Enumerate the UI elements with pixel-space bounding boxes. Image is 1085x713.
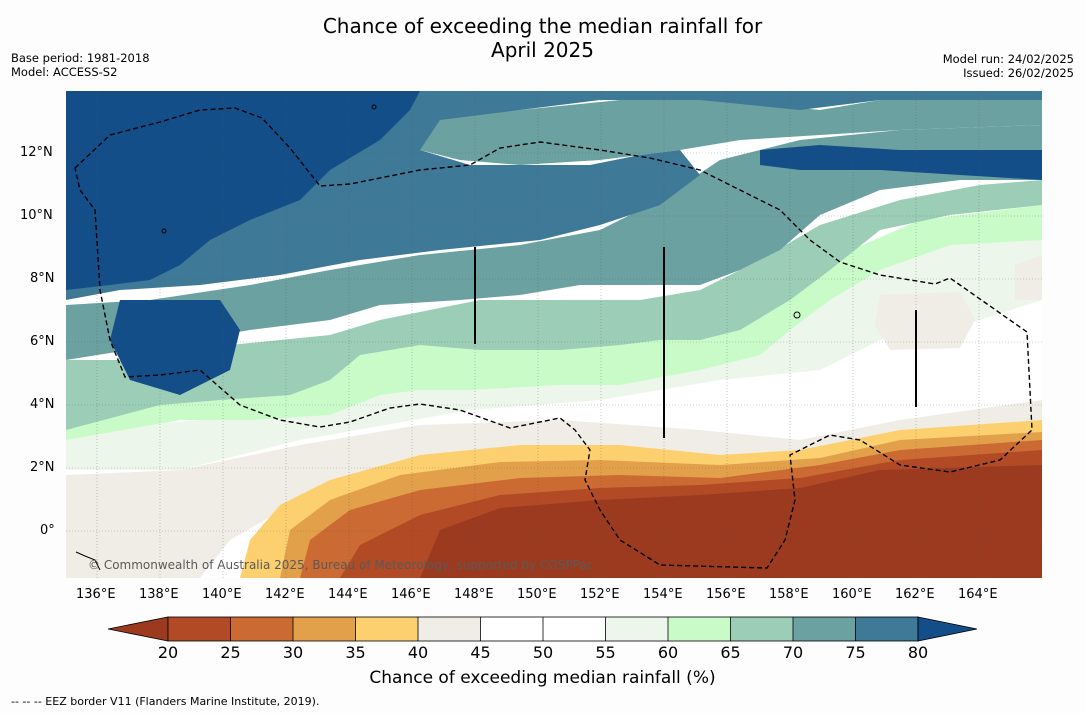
region-40-45-east: [875, 292, 975, 350]
lon-label: 154°E: [643, 587, 683, 602]
lon-label: 158°E: [769, 587, 809, 602]
colorbar-bin-20-25: [168, 617, 231, 641]
colorbar-bin-45-50: [480, 617, 543, 641]
lon-label: 136°E: [76, 587, 116, 602]
region-above-80-west: [110, 300, 240, 395]
colorbar-label: 35: [345, 643, 366, 662]
map-title: Chance of exceeding the median rainfall …: [0, 14, 1085, 62]
boundary-lines: [474, 247, 917, 438]
colorbar-bin-55-60: [605, 617, 668, 641]
colorbar-bin-35-40: [355, 617, 418, 641]
eez-footnote: -- -- -- EEZ border V11 (Flanders Marine…: [11, 695, 320, 708]
lon-label: 148°E: [454, 587, 494, 602]
copyright-notice: © Commonwealth of Australia 2025, Bureau…: [88, 558, 594, 572]
model-run: Model run: 24/02/2025: [942, 52, 1074, 66]
title-line-1: Chance of exceeding the median rainfall …: [322, 14, 763, 38]
base-period: Base period: 1981-2018: [11, 51, 150, 65]
lat-label: 8°N: [30, 271, 55, 286]
lon-label: 162°E: [895, 587, 935, 602]
colorbar-min-arrow: [107, 616, 169, 642]
colorbar-label: 25: [220, 643, 241, 662]
eez-border: [74, 107, 1033, 569]
colorbar: [107, 616, 978, 642]
colorbar-bin-70-75: [793, 617, 856, 641]
lon-label: 150°E: [517, 587, 557, 602]
lat-label: 6°N: [30, 334, 55, 349]
colorbar-bin-40-45: [418, 617, 481, 641]
colorbar-label: 70: [782, 643, 804, 662]
lat-label: 12°N: [20, 145, 53, 160]
lon-label: 164°E: [958, 587, 998, 602]
colorbar-bin-30-35: [293, 617, 356, 641]
lon-label: 138°E: [139, 587, 179, 602]
region-above-80-ne: [760, 145, 1042, 180]
region-40-45-far-east: [1015, 255, 1042, 300]
lat-label: 2°N: [30, 460, 55, 475]
colorbar-max-arrow: [917, 616, 978, 642]
lon-label: 144°E: [328, 587, 368, 602]
colorbar-label: 80: [907, 643, 929, 662]
lon-label: 140°E: [202, 587, 242, 602]
colorbar-label: 75: [845, 643, 866, 662]
model-name: Model: ACCESS-S2: [11, 65, 118, 79]
region-below-20: [420, 465, 1042, 578]
colorbar-label: 55: [595, 643, 616, 662]
colorbar-label: 20: [157, 643, 179, 662]
model-info: Base period: 1981-2018 Model: ACCESS-S2: [11, 51, 150, 79]
colorbar-label: 45: [470, 643, 491, 662]
colorbar-title: Chance of exceeding median rainfall (%): [369, 668, 716, 688]
colorbar-label: 50: [532, 643, 554, 662]
region-40-45: [66, 400, 1042, 578]
lon-label: 160°E: [832, 587, 872, 602]
lat-label: 0°: [40, 523, 55, 538]
region-above-80: [66, 91, 420, 290]
colorbar-bin-25-30: [230, 617, 293, 641]
colorbar-label: 30: [282, 643, 304, 662]
colorbar-label: 60: [657, 643, 679, 662]
region-70-75: [66, 125, 1042, 360]
lon-label: 146°E: [391, 587, 431, 602]
islands: [75, 104, 801, 571]
region-70-75-north: [420, 95, 1042, 165]
lat-label: 4°N: [30, 397, 55, 412]
lat-label: 10°N: [20, 208, 53, 223]
colorbar-bin-75-80: [855, 617, 918, 641]
lon-label: 142°E: [265, 587, 305, 602]
region-65-70: [66, 180, 1042, 430]
graticule: [66, 91, 1042, 578]
run-info: Model run: 24/02/2025 Issued: 26/02/2025: [943, 52, 1074, 80]
colorbar-label: 65: [720, 643, 741, 662]
issued-date: Issued: 26/02/2025: [963, 66, 1074, 80]
colorbar-label: 40: [407, 643, 429, 662]
lon-label: 152°E: [580, 587, 620, 602]
colorbar-bin-60-65: [668, 617, 731, 641]
colorbar-bin-65-70: [730, 617, 793, 641]
map-plot-area: [66, 91, 1042, 578]
colorbar-bin-50-55: [543, 617, 606, 641]
title-line-2: April 2025: [491, 38, 594, 62]
lon-label: 156°E: [706, 587, 746, 602]
